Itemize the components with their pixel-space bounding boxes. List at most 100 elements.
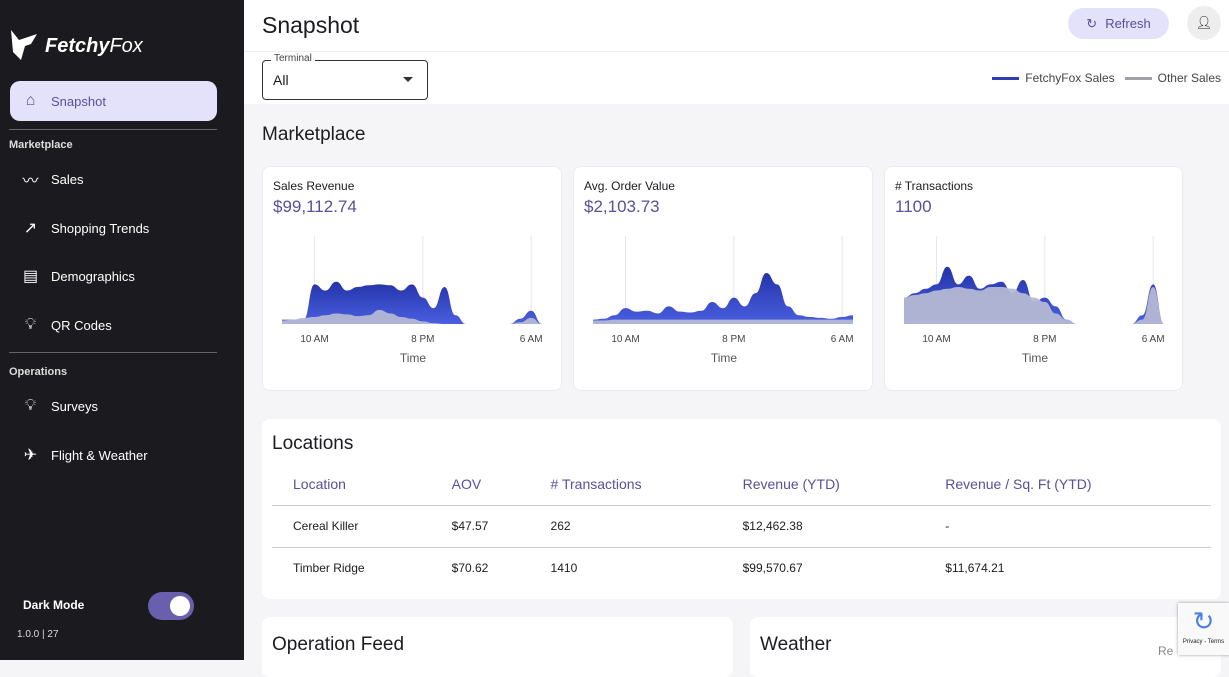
- card-title: # Transactions: [895, 179, 974, 193]
- chart-legend: FetchyFox Sales Other Sales: [992, 71, 1221, 85]
- terminal-value: All: [273, 72, 289, 88]
- home-icon: ⌂: [25, 92, 36, 109]
- column-header[interactable]: Location: [272, 464, 431, 506]
- dark-mode-label: Dark Mode: [23, 598, 85, 612]
- dropdown-arrow-icon: [403, 77, 413, 87]
- locations-table: Location AOV # Transactions Revenue (YTD…: [272, 464, 1211, 589]
- fox-icon: [11, 30, 37, 60]
- area-series-other: [593, 319, 853, 324]
- x-tick-label: 8 PM: [1033, 334, 1056, 345]
- chart-card-sales-revenue: Sales Revenue $99,112.74 10 AM 8 PM 6 AM Time: [262, 166, 562, 391]
- cell: $12,462.38: [721, 505, 925, 548]
- legend-item-fetchyfox: FetchyFox Sales: [992, 71, 1115, 85]
- x-tick-label: 8 PM: [411, 334, 434, 345]
- sidebar-item-label: Snapshot: [51, 93, 106, 109]
- dark-mode-toggle[interactable]: [148, 592, 194, 620]
- legend-label: Other Sales: [1157, 71, 1221, 85]
- x-tick-label: 6 AM: [831, 334, 854, 345]
- area-series-other: [904, 287, 1164, 324]
- transactions-chart: 10 AM 8 PM 6 AM Time: [904, 236, 1165, 365]
- sidebar-item-label: QR Codes: [51, 317, 112, 333]
- sidebar-item-label: Surveys: [51, 398, 98, 414]
- x-tick-label: 8 PM: [722, 334, 745, 345]
- cell: $47.57: [430, 505, 530, 548]
- chart-card-transactions: # Transactions 1100 10 AM 8 PM 6 AM Time: [884, 166, 1183, 391]
- column-header[interactable]: Revenue / Sq. Ft (YTD): [924, 464, 1211, 506]
- refresh-icon: ↻: [1086, 15, 1098, 31]
- marketplace-heading: Marketplace: [262, 124, 366, 145]
- sidebar-item-shopping-trends[interactable]: ↗ Shopping Trends: [10, 208, 217, 248]
- page-title: Snapshot: [262, 12, 360, 38]
- column-header[interactable]: Revenue (YTD): [721, 464, 925, 506]
- card-value: $99,112.74: [273, 197, 357, 216]
- locations-heading: Locations: [272, 433, 354, 454]
- sidebar-item-label: Sales: [51, 171, 84, 187]
- trending-up-icon: ↗: [23, 220, 38, 237]
- cell: $11,674.21: [945, 561, 1005, 576]
- avg-order-value-chart: 10 AM 8 PM 6 AM Time: [593, 236, 854, 365]
- area-series-other: [282, 309, 542, 324]
- cell: Timber Ridge: [293, 561, 365, 576]
- chart-card-avg-order-value: Avg. Order Value $2,103.73 10 AM 8 PM 6 AM Ti…: [573, 166, 873, 391]
- weather-panel: Weather Re: [750, 617, 1221, 677]
- sidebar-item-label: Shopping Trends: [51, 220, 150, 236]
- x-tick-label: 6 AM: [520, 334, 543, 345]
- x-axis-label: Time: [711, 351, 738, 365]
- legend-label: FetchyFox Sales: [1025, 71, 1115, 85]
- card-title: Sales Revenue: [273, 179, 355, 193]
- recaptcha-icon: ↻: [1192, 606, 1215, 636]
- sales-revenue-chart: 10 AM 8 PM 6 AM Time: [282, 236, 543, 365]
- cell: $99,570.67: [742, 561, 803, 576]
- sidebar-item-surveys[interactable]: 💡︎ Surveys: [10, 386, 217, 426]
- sidebar-item-demographics[interactable]: ▤ Demographics: [10, 256, 217, 296]
- area-series-fetchyfox: [593, 272, 853, 324]
- divider: [9, 129, 217, 130]
- cell: Cereal Killer: [272, 505, 431, 548]
- divider: [244, 51, 1229, 52]
- sidebar: FetchyFox ⌂ Snapshot Marketplace 〰 Sales ↗…: [0, 0, 244, 660]
- terminal-select[interactable]: Terminal All: [262, 53, 428, 100]
- card-value: 1100: [895, 197, 932, 216]
- trend-icon: 〰: [22, 173, 39, 190]
- section-marketplace: Marketplace: [9, 139, 73, 151]
- operation-feed-panel: Operation Feed: [262, 617, 733, 677]
- column-header[interactable]: AOV: [430, 464, 530, 506]
- person-icon: 👤︎: [1195, 15, 1213, 30]
- cell: 1410: [550, 561, 578, 576]
- x-tick-label: 10 AM: [611, 334, 639, 345]
- sidebar-item-label: Demographics: [51, 268, 135, 284]
- column-header[interactable]: # Transactions: [529, 464, 722, 506]
- brand-name-bold: Fetchy: [45, 34, 110, 57]
- airplane-icon: ✈: [23, 447, 38, 464]
- recaptcha-badge[interactable]: ↻ Privacy - Terms: [1178, 603, 1229, 655]
- table-row: Cereal Killer $47.57 262 $12,462.38-: [272, 505, 1211, 548]
- cell: 262: [529, 505, 722, 548]
- refresh-label: Refresh: [1105, 16, 1151, 31]
- brand-name-light: Fox: [109, 34, 143, 57]
- card-title: Avg. Order Value: [584, 179, 675, 193]
- card-value: $2,103.73: [584, 197, 660, 216]
- x-tick-label: 6 AM: [1142, 334, 1165, 345]
- table-row: Timber Ridge $70.62 1410 $99,570.67 $11,674.…: [272, 547, 1211, 589]
- refresh-button[interactable]: ↻ Refresh: [1068, 8, 1169, 39]
- section-operations: Operations: [9, 366, 68, 378]
- operation-feed-heading: Operation Feed: [272, 634, 405, 655]
- cell: $70.62: [451, 561, 489, 576]
- x-tick-label: 10 AM: [922, 334, 950, 345]
- cell: -: [924, 505, 1211, 548]
- sidebar-item-qr-codes[interactable]: 💡︎ QR Codes: [10, 305, 217, 345]
- document-icon: ▤: [22, 268, 39, 285]
- recaptcha-text: Privacy - Terms: [1182, 639, 1225, 645]
- area-series-fetchyfox: [282, 281, 542, 324]
- sidebar-item-sales[interactable]: 〰 Sales: [10, 159, 217, 199]
- sidebar-item-flight-weather[interactable]: ✈ Flight & Weather: [10, 435, 217, 475]
- user-avatar-button[interactable]: 👤︎: [1187, 6, 1221, 40]
- sidebar-item-snapshot[interactable]: ⌂ Snapshot: [10, 81, 217, 121]
- divider: [9, 352, 217, 353]
- fetchyfox-logo: FetchyFox: [9, 30, 143, 62]
- legend-item-other: Other Sales: [1124, 71, 1221, 85]
- terminal-label: Terminal: [271, 53, 315, 64]
- x-axis-label: Time: [1022, 351, 1049, 365]
- lightbulb-icon: 💡︎: [24, 316, 37, 333]
- lightbulb-icon: 💡︎: [24, 397, 37, 414]
